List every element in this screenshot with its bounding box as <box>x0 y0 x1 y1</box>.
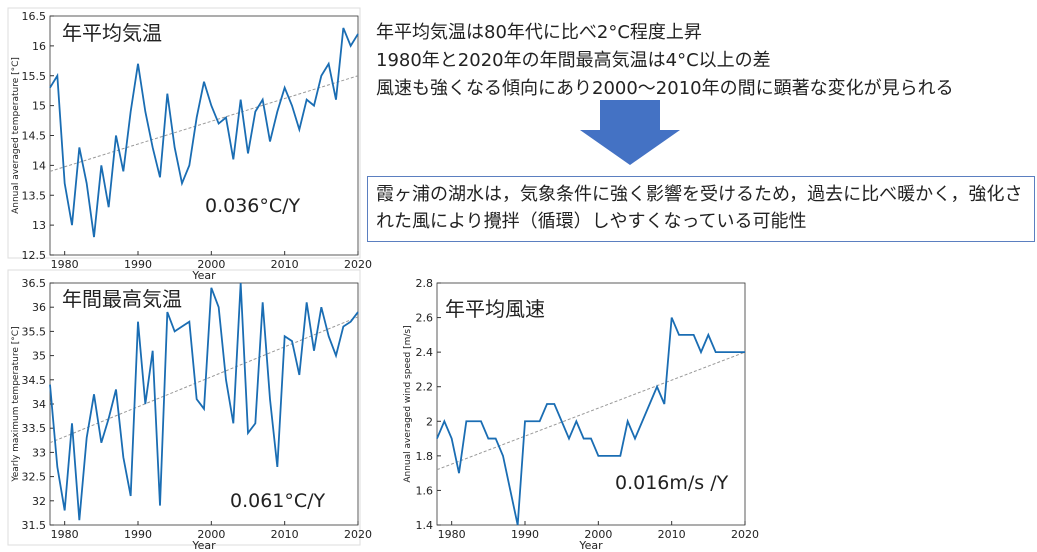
y-tick-label: 32.5 <box>22 471 47 484</box>
x-tick-label: 2010 <box>271 258 299 271</box>
chart-frame <box>7 269 361 546</box>
chart-title: 年平均風速 <box>445 297 545 321</box>
y-tick-label: 33 <box>32 446 46 459</box>
y-tick-label: 1.8 <box>416 450 434 463</box>
y-tick-label: 2.6 <box>416 312 434 325</box>
slope-annotation: 0.016m/s /Y <box>615 472 729 494</box>
y-axis-label: Annual averaged wind speed [m/s] <box>403 325 413 482</box>
data-line <box>436 317 745 526</box>
slope-annotation: 0.036°C/Y <box>205 195 301 217</box>
y-tick-label: 36 <box>32 301 46 314</box>
y-tick-label: 13 <box>32 219 46 232</box>
y-tick-label: 15 <box>32 100 46 113</box>
plot-area <box>436 282 746 526</box>
x-tick-label: 1990 <box>124 528 152 541</box>
note: 年平均気温は80年代に比べ2°C程度上昇 <box>376 22 702 43</box>
y-tick-label: 33.5 <box>22 422 47 435</box>
chart-frame <box>7 7 361 259</box>
y-tick-label: 12.5 <box>22 249 47 262</box>
x-tick-label: 1980 <box>51 258 79 271</box>
x-axis-label: Year <box>191 269 216 282</box>
note: 風速も強くなる傾向にあり2000～2010年の間に顕著な変化が見られる <box>376 78 954 99</box>
conclusion: 霞ヶ浦の湖水は，気象条件に強く影響を受けるため，過去に比べ暖かく，強化された風に… <box>367 176 1035 242</box>
x-axis-label: Year <box>191 539 216 552</box>
x-tick-label: 2020 <box>344 258 372 271</box>
y-tick-label: 32 <box>32 495 46 508</box>
trend-line <box>49 75 359 172</box>
y-axis-label: Annual averaged temperature [°C] <box>11 57 21 214</box>
chart-title: 年間最高気温 <box>62 287 182 311</box>
y-tick-label: 2.2 <box>416 381 434 394</box>
slope-annotation: 0.061°C/Y <box>230 490 326 512</box>
x-tick-label: 2020 <box>731 528 759 541</box>
x-tick-label: 1980 <box>438 528 466 541</box>
x-tick-label: 2000 <box>197 528 225 541</box>
y-tick-label: 34.5 <box>22 374 47 387</box>
y-tick-label: 35.5 <box>22 325 47 338</box>
x-tick-label: 1990 <box>511 528 539 541</box>
data-line <box>49 27 359 238</box>
x-tick-label: 2000 <box>197 258 225 271</box>
y-tick-label: 35 <box>32 350 46 363</box>
y-tick-label: 2 <box>426 415 433 428</box>
y-tick-label: 2.8 <box>416 277 434 290</box>
y-tick-label: 34 <box>32 398 46 411</box>
x-tick-label: 2000 <box>584 528 612 541</box>
y-tick-label: 14 <box>32 159 46 172</box>
y-tick-label: 1.6 <box>416 484 434 497</box>
x-tick-label: 2020 <box>344 528 372 541</box>
x-tick-label: 2010 <box>271 528 299 541</box>
data-line <box>49 282 359 521</box>
x-tick-label: 1980 <box>51 528 79 541</box>
y-tick-label: 36.5 <box>22 277 47 290</box>
y-tick-label: 15.5 <box>22 70 47 83</box>
x-tick-label: 2010 <box>658 528 686 541</box>
trend-line <box>436 351 746 471</box>
y-tick-label: 16.5 <box>22 10 47 23</box>
y-tick-label: 14.5 <box>22 130 47 143</box>
arrow <box>580 100 680 165</box>
chart-title: 年平均気温 <box>62 21 162 45</box>
x-tick-label: 1990 <box>124 258 152 271</box>
y-tick-label: 13.5 <box>22 189 47 202</box>
x-axis-label: Year <box>578 539 603 552</box>
trend-line <box>49 316 359 444</box>
y-tick-label: 1.4 <box>416 519 434 532</box>
note: 1980年と2020年の年間最高気温は4°C以上の差 <box>376 50 771 71</box>
y-tick-label: 16 <box>32 40 46 53</box>
y-tick-label: 2.4 <box>416 346 434 359</box>
y-axis-label: Yearly maximum temperature [°C] <box>11 326 21 482</box>
y-tick-label: 31.5 <box>22 519 47 532</box>
